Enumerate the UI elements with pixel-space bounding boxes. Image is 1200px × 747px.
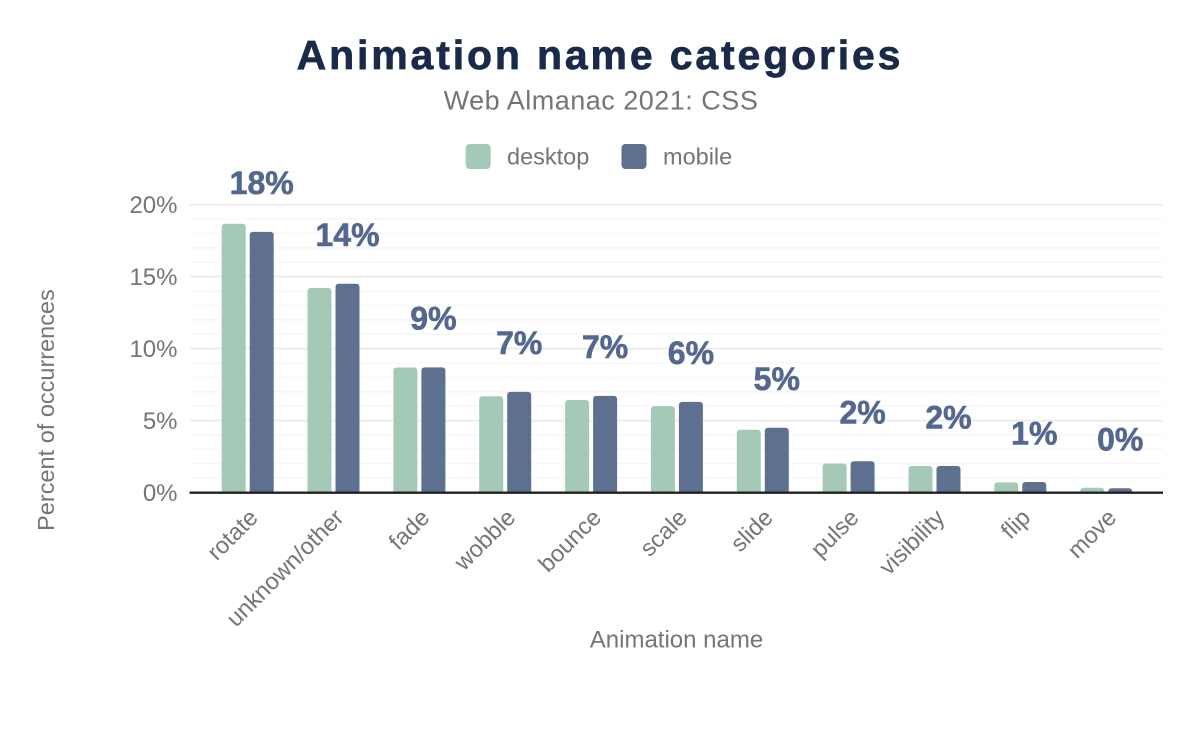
svg-text:18%: 18%	[230, 165, 294, 201]
svg-text:0%: 0%	[1097, 422, 1143, 458]
svg-text:20%: 20%	[129, 192, 177, 219]
svg-text:mobile: mobile	[663, 144, 732, 170]
svg-text:Animation name categories: Animation name categories	[297, 32, 904, 78]
svg-text:5%: 5%	[754, 361, 800, 397]
svg-text:Web Almanac 2021: CSS: Web Almanac 2021: CSS	[444, 86, 759, 116]
svg-text:5%: 5%	[143, 408, 178, 435]
svg-text:7%: 7%	[582, 329, 628, 365]
svg-text:1%: 1%	[1011, 415, 1057, 451]
svg-text:10%: 10%	[129, 336, 177, 363]
svg-text:Percent of occurrences: Percent of occurrences	[33, 289, 59, 531]
svg-text:7%: 7%	[496, 325, 542, 361]
svg-text:14%: 14%	[315, 217, 379, 253]
svg-text:15%: 15%	[129, 264, 177, 291]
svg-text:2%: 2%	[839, 395, 885, 431]
svg-text:Animation name: Animation name	[590, 626, 763, 653]
svg-text:9%: 9%	[410, 301, 456, 337]
svg-text:6%: 6%	[668, 335, 714, 371]
svg-text:0%: 0%	[143, 480, 178, 507]
svg-text:2%: 2%	[925, 399, 971, 435]
svg-text:desktop: desktop	[507, 144, 589, 170]
